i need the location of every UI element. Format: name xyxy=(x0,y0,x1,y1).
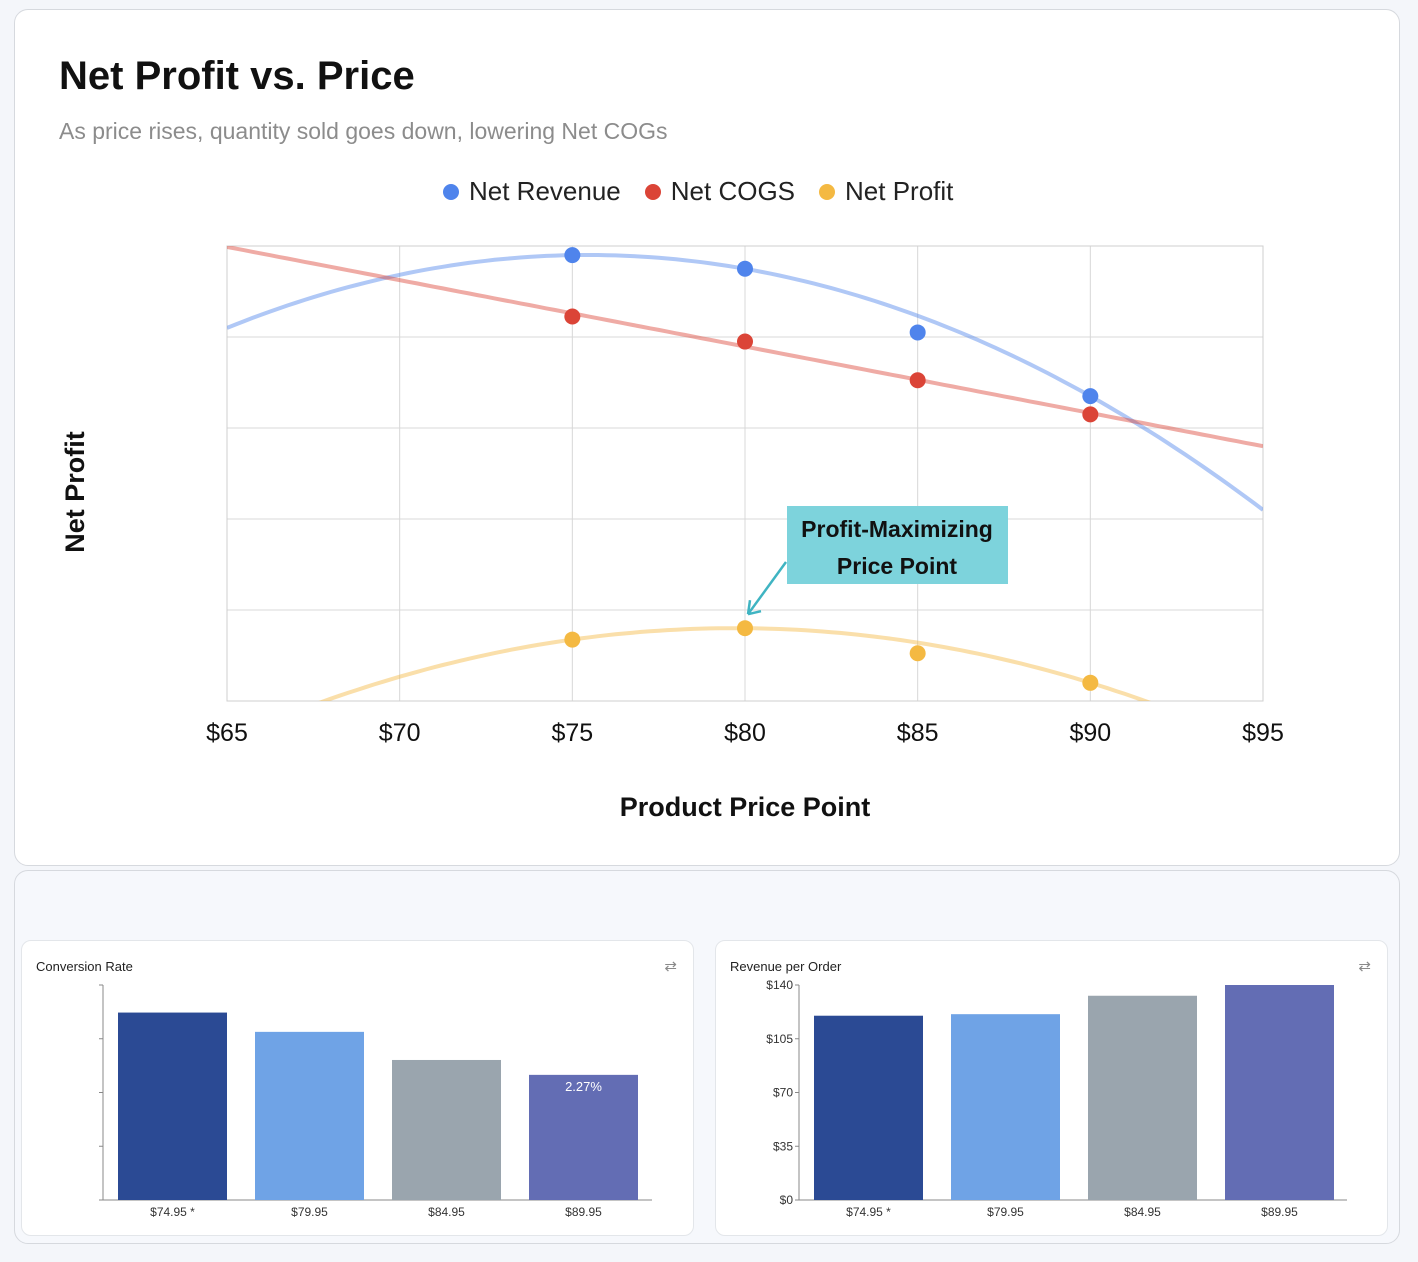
chart-legend: Net Revenue Net COGS Net Profit xyxy=(443,176,953,207)
x-tick-label: $90 xyxy=(1069,719,1111,747)
data-point-net-cogs xyxy=(1082,406,1099,423)
annotation-text: Price Point xyxy=(837,553,957,579)
x-tick-label: $75 xyxy=(551,719,593,747)
data-point-net-revenue xyxy=(909,324,926,341)
y-tick-label: $35 xyxy=(773,1139,793,1153)
bar xyxy=(1225,985,1334,1200)
legend-item-net-profit[interactable]: Net Profit xyxy=(819,176,953,207)
x-tick-label: $70 xyxy=(379,719,421,747)
plot-area-border xyxy=(226,245,1264,702)
swap-arrows-icon[interactable]: ⇄ xyxy=(664,958,677,975)
data-point-net-profit xyxy=(737,620,753,637)
x-tick-label: $84.95 xyxy=(1124,1205,1161,1219)
x-tick-label: $89.95 xyxy=(1261,1205,1298,1219)
x-tick-label: $79.95 xyxy=(987,1205,1024,1219)
conversion-rate-title: Conversion Rate xyxy=(36,959,133,974)
legend-dot-net-cogs xyxy=(644,183,661,200)
legend-label-net-revenue: Net Revenue xyxy=(469,176,621,206)
y-tick-label: $0 xyxy=(780,1193,794,1207)
data-point-net-cogs xyxy=(737,333,753,350)
y-tick-label: $70 xyxy=(773,1086,793,1100)
data-point-net-profit xyxy=(909,645,926,662)
legend-dot-net-profit xyxy=(819,183,836,200)
swap-arrows-icon[interactable]: ⇄ xyxy=(1358,958,1371,975)
data-point-net-cogs xyxy=(564,308,581,325)
bar xyxy=(951,1014,1060,1200)
data-point-net-profit xyxy=(564,631,581,648)
legend-item-net-cogs[interactable]: Net COGS xyxy=(644,176,796,207)
y-tick-label: $105 xyxy=(766,1032,793,1046)
x-axis-label: Product Price Point xyxy=(620,792,871,822)
main-line-chart: $65 $70 $75 $80 $85 $90 $95 Product Price Point… xyxy=(60,245,1284,822)
annotation-arrow-head xyxy=(746,600,762,616)
x-tick-label: $65 xyxy=(206,719,248,747)
bar xyxy=(529,1074,638,1200)
bar xyxy=(814,1015,923,1200)
data-point-net-revenue xyxy=(1082,388,1099,405)
bar xyxy=(392,1059,501,1200)
data-point-net-revenue xyxy=(737,260,753,277)
bar xyxy=(1088,995,1197,1200)
y-tick-label: $140 xyxy=(766,978,793,992)
annotation-text: Profit-Maximizing xyxy=(801,516,993,542)
chart-title: Net Profit vs. Price xyxy=(59,54,415,98)
bar xyxy=(255,1031,364,1200)
data-label: 2.27% xyxy=(565,1079,602,1094)
annotation-box xyxy=(787,506,1008,584)
x-tick-label: $89.95 xyxy=(565,1205,602,1219)
x-tick-label: $74.95 * xyxy=(846,1205,891,1219)
legend-item-net-revenue[interactable]: Net Revenue xyxy=(443,176,621,207)
x-tick-label: $74.95 * xyxy=(150,1205,195,1219)
data-point-net-revenue xyxy=(564,247,581,264)
y-axis-label: Net Profit xyxy=(60,431,90,553)
main-chart-card: Net Profit vs. Price As price rises, qua… xyxy=(14,9,1400,866)
x-tick-label: $80 xyxy=(724,719,766,747)
data-point-net-cogs xyxy=(909,372,926,389)
x-tick-label: $79.95 xyxy=(291,1205,328,1219)
bar xyxy=(118,1012,227,1200)
legend-label-net-cogs: Net COGS xyxy=(670,176,796,206)
revenue-per-order-title: Revenue per Order xyxy=(730,959,842,974)
data-point-net-profit xyxy=(1082,674,1099,691)
annotation-arrow-line xyxy=(746,561,788,615)
legend-dot-net-revenue xyxy=(443,183,459,200)
x-tick-label: $84.95 xyxy=(428,1205,465,1219)
legend-label-net-profit: Net Profit xyxy=(845,176,954,206)
x-tick-label: $85 xyxy=(897,719,939,747)
chart-subtitle: As price rises, quantity sold goes down,… xyxy=(59,118,668,144)
x-tick-label: $95 xyxy=(1242,719,1284,747)
